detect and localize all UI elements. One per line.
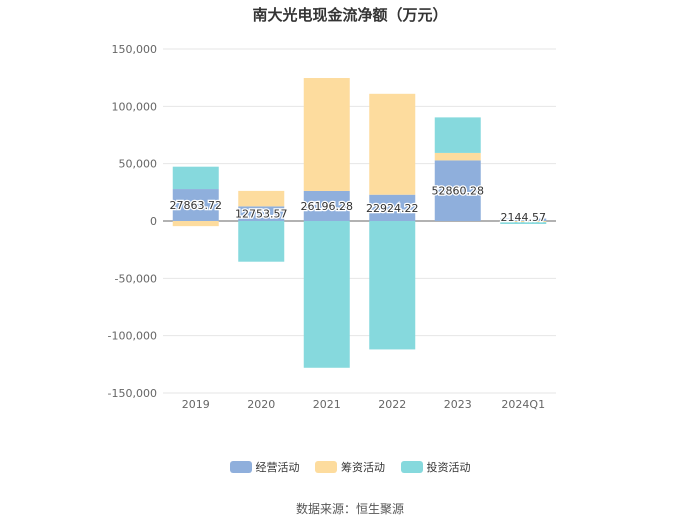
- bar-operating: [500, 218, 547, 221]
- bar-investing: [434, 117, 481, 153]
- x-tick-label: 2024Q1: [501, 398, 545, 411]
- bar-operating: [369, 194, 416, 221]
- legend-item-operating[interactable]: 经营活动: [229, 459, 300, 475]
- y-tick-label: 150,000: [112, 43, 158, 56]
- bar-operating: [172, 189, 219, 221]
- bar-operating: [238, 206, 285, 221]
- data-label: 26196.28: [301, 200, 354, 213]
- data-label: 2144.57: [501, 211, 547, 224]
- x-tick-label: 2021: [313, 398, 341, 411]
- bar-investing: [238, 221, 285, 262]
- legend-swatch-financing: [315, 461, 337, 473]
- bar-investing: [172, 166, 219, 190]
- data-label: 52860.28: [432, 185, 485, 198]
- legend-item-investing[interactable]: 投资活动: [400, 459, 471, 475]
- legend-label-operating: 经营活动: [255, 461, 300, 474]
- bar-financing: [303, 78, 350, 191]
- data-source-note: 数据来源：恒生聚源: [295, 502, 404, 516]
- bar-operating: [434, 160, 481, 221]
- x-tick-label: 2020: [247, 398, 275, 411]
- y-tick-label: 50,000: [119, 158, 158, 171]
- y-tick-label: 100,000: [112, 100, 158, 113]
- bar-financing: [238, 190, 285, 207]
- bar-financing: [500, 221, 547, 223]
- chart-title: 南大光电现金流净额（万元）: [252, 6, 448, 24]
- data-label: 12753.57: [235, 208, 288, 221]
- bar-operating: [303, 190, 350, 221]
- bar-investing: [500, 222, 547, 224]
- bar-financing: [369, 93, 416, 195]
- legend-item-financing[interactable]: 筹资活动: [315, 459, 385, 475]
- y-tick-label: 0: [150, 215, 157, 228]
- bar-investing: [369, 221, 416, 350]
- bar-investing: [303, 221, 350, 368]
- y-tick-label: -150,000: [108, 387, 157, 400]
- legend-swatch-investing: [400, 461, 423, 473]
- legend-label-financing: 筹资活动: [341, 461, 385, 474]
- data-label: 27863.72: [170, 199, 223, 212]
- legend-label-investing: 投资活动: [426, 461, 471, 474]
- x-tick-label: 2022: [378, 398, 406, 411]
- bar-financing: [434, 152, 481, 161]
- y-tick-label: -100,000: [108, 330, 157, 343]
- x-tick-label: 2019: [182, 398, 210, 411]
- bar-financing: [172, 221, 219, 227]
- y-tick-label: -50,000: [115, 272, 157, 285]
- data-label: 22924.22: [366, 202, 419, 215]
- chart-legend: 经营活动 筹资活动 投资活动: [0, 459, 700, 475]
- legend-swatch-operating: [229, 461, 252, 473]
- x-tick-label: 2023: [444, 398, 472, 411]
